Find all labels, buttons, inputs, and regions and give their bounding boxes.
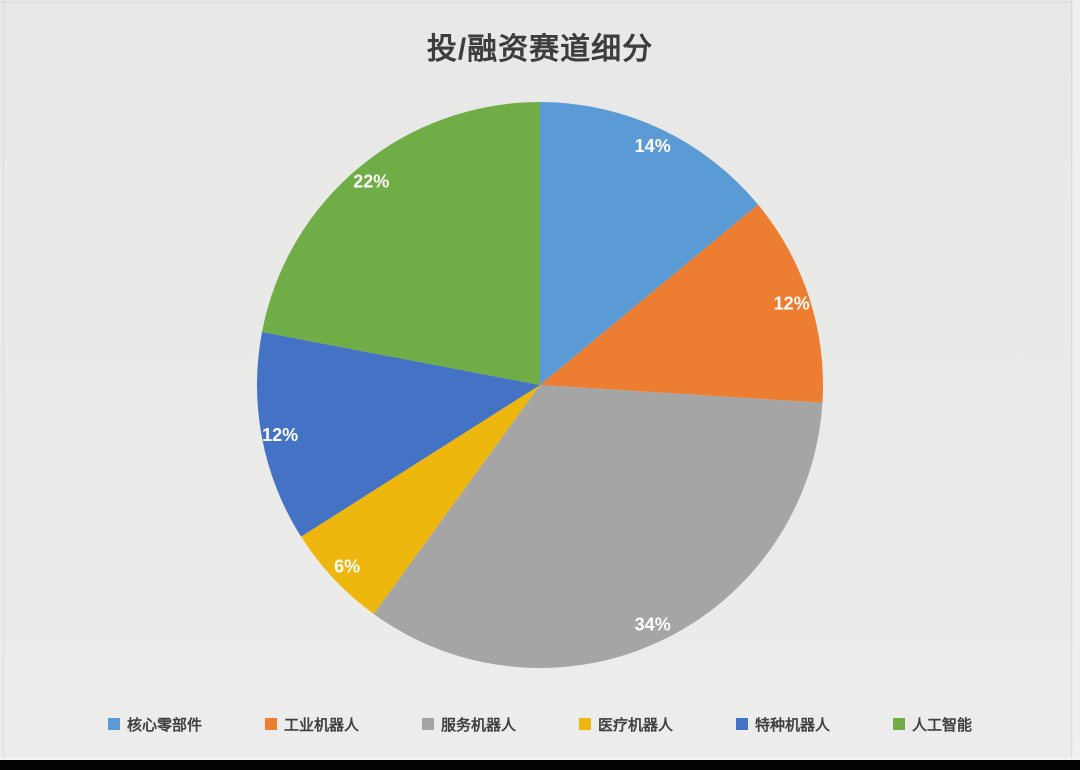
frame-top-edge [0,2,1080,3]
legend-item-3: 医疗机器人 [579,714,673,735]
pie-slice-4 [256,331,540,537]
legend-swatch-icon [893,718,906,730]
legend-label: 医疗机器人 [598,716,674,734]
chart-legend: 核心零部件 工业机器人 服务机器人 医疗机器人 特种机器人 人工智能 [0,713,1080,735]
chart-title: 投/融资赛道细分 [426,33,654,66]
pie-slice-2 [373,385,823,668]
pie-slice-label-2: 34% [635,615,671,635]
legend-label: 工业机器人 [283,716,359,734]
frame-bottom-bar [0,760,1080,770]
legend-label: 服务机器人 [440,716,516,734]
legend-item-0: 核心零部件 [107,714,202,735]
frame-bottom-strip [0,758,1080,760]
legend-swatch-icon [264,718,277,730]
frame-right-edge [1071,0,1072,758]
legend-swatch-icon [421,718,434,730]
legend-label: 核心零部件 [126,716,202,734]
frame-right-glow [1073,0,1080,758]
pie-slice-5 [262,102,540,385]
pie-slice-label-5: 22% [353,171,389,191]
legend-item-1: 工业机器人 [264,714,359,735]
pie-slice-label-4: 12% [262,425,298,445]
legend-swatch-icon [579,718,591,730]
frame-left-edge [3,0,4,758]
legend-label: 人工智能 [912,716,973,734]
legend-item-4: 特种机器人 [736,714,830,735]
pie-slice-0 [540,102,759,385]
legend-swatch-icon [107,718,120,730]
legend-item-5: 人工智能 [893,714,972,735]
pie-slice-label-1: 12% [774,294,810,314]
pie-slice-label-0: 14% [635,136,671,156]
legend-item-2: 服务机器人 [421,714,516,735]
pie-slice-1 [540,204,823,403]
legend-label: 特种机器人 [755,716,831,734]
pie-slice-label-3: 6% [334,556,360,576]
pie-slice-3 [301,385,540,614]
legend-swatch-icon [736,718,749,730]
